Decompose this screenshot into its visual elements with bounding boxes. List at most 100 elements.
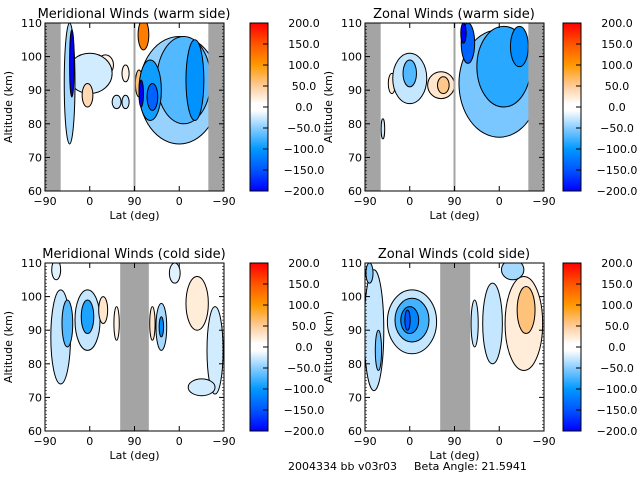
colorbar-tick-label: −150.0 xyxy=(597,164,638,177)
contour-region xyxy=(374,329,383,372)
panel-title: Zonal Winds (cold side) xyxy=(378,247,530,262)
colorbar-tick-label: 50.0 xyxy=(605,80,630,93)
x-tick-label: −90 xyxy=(532,195,555,208)
colorbar-tick-label: 200.0 xyxy=(288,17,320,30)
x-tick-label: −90 xyxy=(212,195,235,208)
contour-region xyxy=(436,76,450,95)
y-tick-label: 100 xyxy=(21,291,42,304)
contour-region xyxy=(185,275,209,331)
x-tick-label: 90 xyxy=(128,435,142,448)
y-axis-label: Altitude (km) xyxy=(2,71,15,143)
contour-region xyxy=(500,263,525,281)
x-tick-label: 0 xyxy=(406,435,413,448)
y-tick-label: 100 xyxy=(21,51,42,64)
colorbar-tick-label: 150.0 xyxy=(288,278,320,291)
x-tick-label: 0 xyxy=(496,435,503,448)
y-tick-label: 60 xyxy=(348,425,362,438)
contour-region xyxy=(51,263,62,281)
contour-region xyxy=(509,25,529,68)
colorbar-tick-label: −50.0 xyxy=(287,122,321,135)
x-tick-label: 90 xyxy=(128,195,142,208)
colorbar-tick-label: −50.0 xyxy=(287,362,321,375)
contour-region xyxy=(185,39,205,121)
colorbar-tick-label: −200.0 xyxy=(597,425,638,438)
x-tick-label: −90 xyxy=(212,435,235,448)
y-tick-label: 80 xyxy=(348,358,362,371)
contour-region xyxy=(111,94,122,110)
contour-region xyxy=(121,64,130,83)
x-tick-label: 0 xyxy=(176,435,183,448)
x-tick-label: −90 xyxy=(532,435,555,448)
panel-title: Zonal Winds (warm side) xyxy=(373,7,535,22)
colorbar-tick-label: 200.0 xyxy=(288,257,320,270)
y-tick-label: 80 xyxy=(28,358,42,371)
no-data-band xyxy=(208,23,224,191)
contour-region xyxy=(137,23,150,51)
y-tick-label: 70 xyxy=(28,391,42,404)
colorbar-tick-label: 100.0 xyxy=(288,59,320,72)
contour-region xyxy=(404,309,411,331)
contour-region xyxy=(80,299,95,335)
contour-region xyxy=(168,263,181,284)
contour-region xyxy=(158,316,165,338)
plot-area xyxy=(365,263,544,431)
panel-zonal-cold: Zonal Winds (cold side) 60 70 80 90 100 110 −9… xyxy=(322,247,637,462)
colorbar-tick-label: 150.0 xyxy=(288,38,320,51)
y-tick-label: 110 xyxy=(341,17,362,30)
y-axis-label: Altitude (km) xyxy=(322,311,335,383)
x-tick-label: 0 xyxy=(176,195,183,208)
contour-region xyxy=(187,378,216,397)
colorbar-tick-label: 150.0 xyxy=(601,278,633,291)
colorbar-tick-label: 200.0 xyxy=(601,17,633,30)
colorbar: 200.0 150.0 100.0 50.0 0.0 −50.0 −100.0 −150.0 −… xyxy=(562,17,638,198)
y-tick-label: 90 xyxy=(348,324,362,337)
contour-region xyxy=(402,59,417,88)
no-data-band xyxy=(440,263,471,431)
x-tick-label: 90 xyxy=(448,195,462,208)
y-tick-label: 100 xyxy=(341,291,362,304)
y-tick-label: 90 xyxy=(28,84,42,97)
colorbar-tick-label: 100.0 xyxy=(601,299,633,312)
y-tick-label: 60 xyxy=(348,185,362,198)
plot-area xyxy=(45,23,224,191)
colorbar-tick-label: −100.0 xyxy=(284,383,325,396)
y-tick-label: 80 xyxy=(348,118,362,131)
contour-region xyxy=(113,306,120,341)
x-tick-label: −90 xyxy=(353,435,376,448)
contour-region xyxy=(98,296,109,324)
colorbar-tick-label: −50.0 xyxy=(600,122,634,135)
no-data-band xyxy=(45,23,61,191)
x-tick-label: 0 xyxy=(86,195,93,208)
colorbar: 200.0 150.0 100.0 50.0 0.0 −50.0 −100.0 −150.0 −… xyxy=(249,17,325,198)
panel-title: Meridional Winds (cold side) xyxy=(42,247,225,262)
colorbar-tick-label: −200.0 xyxy=(597,185,638,198)
colorbar-tick-label: −150.0 xyxy=(597,404,638,417)
contour-region xyxy=(138,79,144,108)
y-tick-label: 70 xyxy=(348,391,362,404)
contour-region xyxy=(482,282,503,365)
x-axis-label: Lat (deg) xyxy=(110,209,160,222)
x-tick-label: 0 xyxy=(496,195,503,208)
x-axis-label: Lat (deg) xyxy=(430,449,480,462)
footer-beta-angle: Beta Angle: 21.5941 xyxy=(414,460,527,473)
colorbar-tick-label: 0.0 xyxy=(295,101,313,114)
colorbar-tick-label: −150.0 xyxy=(284,404,325,417)
y-tick-label: 110 xyxy=(21,257,42,270)
contour-region xyxy=(460,23,467,44)
colorbar-tick-label: −100.0 xyxy=(284,143,325,156)
y-tick-label: 110 xyxy=(341,257,362,270)
colorbar-tick-label: 50.0 xyxy=(605,320,630,333)
colorbar-tick-label: 0.0 xyxy=(608,101,626,114)
colorbar-tick-label: −50.0 xyxy=(600,362,634,375)
contour-region xyxy=(69,29,75,98)
colorbar-tick-label: 0.0 xyxy=(295,341,313,354)
x-tick-label: 0 xyxy=(86,435,93,448)
y-tick-label: 60 xyxy=(28,185,42,198)
y-tick-label: 90 xyxy=(348,84,362,97)
colorbar-tick-label: 50.0 xyxy=(292,320,317,333)
colorbar-tick-label: 200.0 xyxy=(601,257,633,270)
y-tick-label: 60 xyxy=(28,425,42,438)
contour-region xyxy=(380,118,386,140)
contour-region xyxy=(149,306,156,341)
y-tick-label: 100 xyxy=(341,51,362,64)
